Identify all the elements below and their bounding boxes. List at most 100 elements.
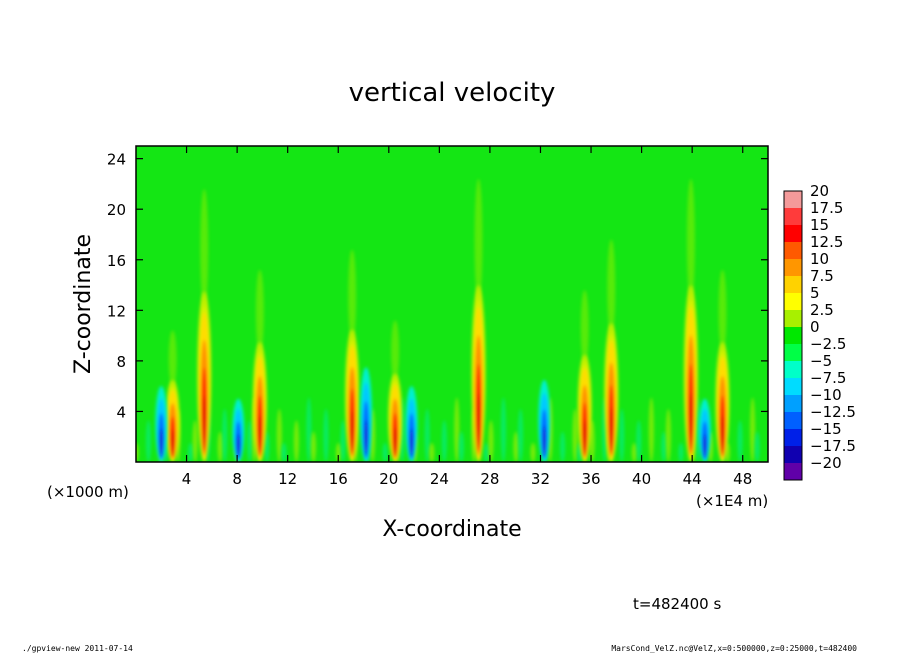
updraft-core xyxy=(350,410,354,453)
ambient-streak xyxy=(441,420,447,462)
updraft-column xyxy=(345,329,360,462)
x-tick-label: 32 xyxy=(531,470,550,488)
ambient-streak xyxy=(264,431,270,462)
updraft-plume xyxy=(255,269,264,354)
ambient-streak xyxy=(306,397,312,462)
ambient-streak xyxy=(217,431,223,462)
updraft-column xyxy=(197,291,212,462)
updraft-plume xyxy=(580,290,589,366)
ambient-streak xyxy=(488,420,494,462)
downdraft-column xyxy=(155,386,168,462)
ambient-streak xyxy=(145,420,152,462)
y-tick-label: 8 xyxy=(116,353,126,371)
x-tick-label: 16 xyxy=(329,470,348,488)
colorbar-label: −17.5 xyxy=(810,437,856,455)
plot-background xyxy=(136,146,768,462)
ambient-streak xyxy=(661,431,667,462)
updraft-core xyxy=(258,415,262,454)
ambient-streak xyxy=(424,408,430,462)
downdraft-core xyxy=(236,434,241,459)
colorbar-swatch xyxy=(784,429,802,446)
colorbar-label: −12.5 xyxy=(810,403,856,421)
colorbar-label: −7.5 xyxy=(810,369,846,387)
ambient-streak xyxy=(665,408,671,462)
colorbar-label: 12.5 xyxy=(810,233,843,251)
ambient-streak xyxy=(458,431,464,462)
ambient-streak xyxy=(648,397,654,462)
ambient-streak xyxy=(513,431,519,462)
colorbar-swatch xyxy=(784,378,802,395)
colorbar-swatch xyxy=(784,208,802,225)
colorbar-swatch xyxy=(784,463,802,480)
right-caption: MarsCond_VelZ.nc@VelZ,x=0:500000,z=0:250… xyxy=(611,644,857,653)
colorbar-frame xyxy=(783,190,803,481)
y-axis-ticks: 4 8 12 16 20 24 xyxy=(107,151,768,421)
updraft-core xyxy=(171,429,175,457)
updraft-column xyxy=(604,322,619,462)
updraft-plume xyxy=(200,188,209,309)
ambient-streak xyxy=(454,397,460,462)
colorbar-swatch xyxy=(784,293,802,310)
ambient-streak xyxy=(323,408,329,462)
colorbar-label: 20 xyxy=(810,182,829,200)
ambient-streak xyxy=(310,431,317,462)
downdraft-column xyxy=(360,367,373,462)
ambient-streak xyxy=(340,420,346,462)
updraft-column xyxy=(165,379,180,462)
colorbar-label: 2.5 xyxy=(810,301,834,319)
ambient-streak xyxy=(188,443,194,462)
colorbar-label: −2.5 xyxy=(810,335,846,353)
ambient-streak xyxy=(530,443,536,462)
updraft-column xyxy=(577,354,592,462)
ambient-streak xyxy=(560,431,566,462)
colorbar-swatch xyxy=(784,446,802,463)
updraft-core xyxy=(393,427,397,456)
x-tick-label: 20 xyxy=(379,470,398,488)
x-tick-label: 4 xyxy=(182,470,192,488)
x-tick-label: 24 xyxy=(430,470,449,488)
left-caption: ./gpview-new 2011-07-14 xyxy=(22,644,133,653)
x-tick-label: 8 xyxy=(232,470,242,488)
updraft-core xyxy=(583,420,587,455)
colorbar-swatch xyxy=(784,344,802,361)
updraft-core xyxy=(689,393,693,450)
ambient-streak xyxy=(631,443,637,462)
x-tick-label: 36 xyxy=(581,470,600,488)
colorbar-swatch xyxy=(784,276,802,293)
x-tick-label: 28 xyxy=(480,470,499,488)
updraft-plume xyxy=(474,178,483,303)
colorbar-swatch xyxy=(784,259,802,276)
updraft-plume xyxy=(348,249,357,343)
colorbar-swatch xyxy=(784,327,802,344)
x-axis-ticks: 4 8 12 16 20 24 28 32 36 40 44 48 xyxy=(182,146,752,488)
updraft-core xyxy=(202,395,206,451)
updraft-core xyxy=(476,393,481,450)
updraft-column xyxy=(471,285,486,462)
colorbar-label: 15 xyxy=(810,216,829,234)
chart-title: vertical velocity xyxy=(349,78,556,108)
ambient-streak xyxy=(483,443,489,462)
colorbar-swatch xyxy=(784,412,802,429)
colorbar-swatch xyxy=(784,310,802,327)
updraft-core xyxy=(609,407,613,453)
ambient-streak xyxy=(335,443,342,462)
downdraft-column xyxy=(405,386,418,462)
ambient-streak xyxy=(619,408,625,462)
colorbar-label: −5 xyxy=(810,352,832,370)
colorbar-label: 7.5 xyxy=(810,267,834,285)
x-unit-right: (×1E4 m) xyxy=(696,492,768,510)
ambient-streak xyxy=(222,408,228,462)
x-axis-label: X-coordinate xyxy=(382,517,521,542)
colorbar: 2017.51512.5107.552.50−2.5−5−7.5−10−12.5… xyxy=(783,182,856,481)
colorbar-label: 0 xyxy=(810,318,820,336)
ambient-streak xyxy=(382,443,388,462)
y-tick-label: 16 xyxy=(107,252,126,270)
colorbar-label: 10 xyxy=(810,250,829,268)
downdraft-column xyxy=(232,398,245,462)
colorbar-label: 17.5 xyxy=(810,199,843,217)
velocity-field xyxy=(136,178,760,462)
y-tick-label: 20 xyxy=(107,201,126,219)
colorbar-swatch xyxy=(784,395,802,412)
colorbar-swatch xyxy=(784,361,802,378)
